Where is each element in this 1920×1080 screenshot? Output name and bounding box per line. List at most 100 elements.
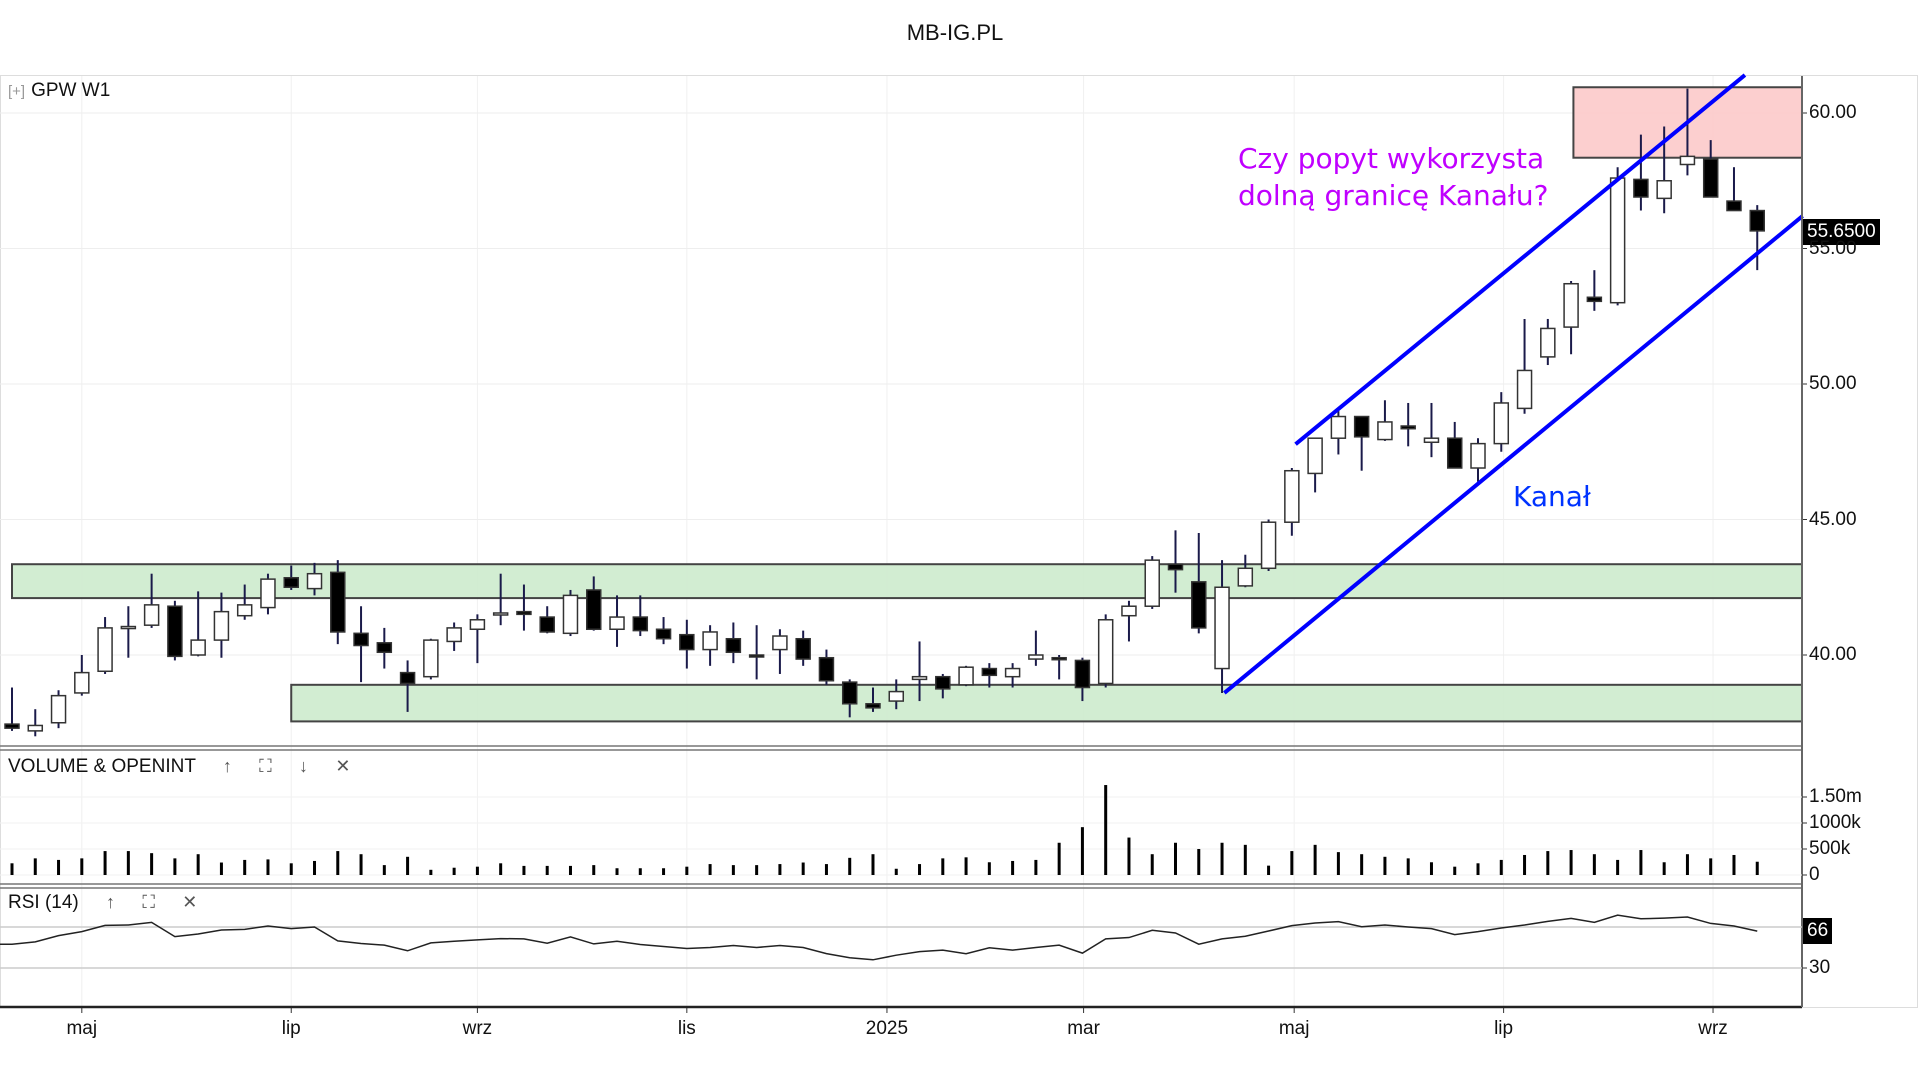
volume-bar — [10, 863, 14, 875]
candle-bullish — [50, 694, 67, 724]
price-tick-label: 40.00 — [1809, 644, 1857, 665]
candle-bullish — [1121, 605, 1137, 617]
candle-bullish — [260, 578, 276, 609]
volume-bar — [1197, 849, 1201, 875]
channel-label: Kanał — [1513, 480, 1591, 513]
expand-icon[interactable]: [+] — [8, 83, 26, 100]
candle-bullish — [772, 635, 788, 651]
maximize-icon[interactable]: ⛶ — [259, 756, 272, 776]
volume-bar — [1383, 856, 1387, 875]
volume-bar — [336, 851, 340, 875]
candle-bullish — [213, 610, 230, 641]
candle-bullish — [888, 690, 905, 702]
volume-bar — [964, 857, 968, 875]
candle-bullish — [1260, 521, 1277, 570]
close-icon[interactable]: ✕ — [335, 756, 351, 776]
price-tick-label: 55.00 — [1809, 237, 1857, 259]
candle-bullish — [1307, 437, 1323, 475]
candle-bearish — [632, 616, 649, 632]
candle-bullish — [143, 604, 160, 626]
volume-bar — [406, 856, 410, 875]
move-up-icon[interactable]: ↑ — [222, 756, 232, 776]
volume-pane-title: VOLUME & OPENINT — [8, 756, 196, 777]
volume-bar — [80, 858, 84, 875]
candle-bearish — [1633, 178, 1649, 198]
volume-bar — [429, 869, 433, 875]
volume-bar — [568, 865, 572, 875]
rsi-pane-header: RSI (14) ↑ ⛶ ✕ — [8, 892, 197, 914]
candle-bullish — [1516, 369, 1533, 410]
candle-bearish — [725, 637, 742, 654]
volume-bar — [592, 865, 596, 875]
candle-bullish — [120, 625, 137, 630]
support-zone-lower — [290, 683, 1803, 723]
volume-bar — [1080, 827, 1084, 875]
volume-bar — [499, 863, 503, 875]
candle-bearish — [516, 610, 532, 616]
volume-bar — [1616, 859, 1620, 875]
volume-bar — [1174, 842, 1177, 875]
symbol-label: GPW W1 — [31, 80, 111, 101]
volume-bar — [941, 858, 945, 875]
volume-bar — [1313, 844, 1317, 875]
candle-bullish — [1004, 667, 1021, 678]
volume-bar — [126, 851, 130, 875]
volume-bar — [894, 868, 898, 875]
symbol-header: [+] GPW W1 — [8, 80, 110, 102]
candle-bearish — [1446, 437, 1463, 469]
close-icon[interactable]: ✕ — [182, 892, 198, 912]
question-line-1: Czy popyt wykorzysta — [1238, 142, 1545, 175]
x-tick-label: lip — [1494, 1018, 1514, 1039]
candle-bearish — [1400, 425, 1416, 430]
volume-bar — [57, 859, 61, 875]
volume-bar — [359, 854, 363, 875]
candle-bearish — [818, 656, 835, 682]
candle-bearish — [1702, 158, 1719, 198]
volume-bar — [1104, 785, 1108, 875]
channel-line-lower — [1223, 214, 1804, 695]
volume-bar — [219, 862, 223, 875]
price-tick-label: 50.00 — [1809, 373, 1857, 394]
volume-bar — [1034, 859, 1038, 875]
volume-bar — [1592, 854, 1596, 875]
candle-bearish — [1051, 656, 1067, 661]
volume-tick-label: 1000k — [1809, 812, 1861, 833]
volume-bar — [731, 865, 735, 875]
volume-bar — [918, 864, 922, 875]
volume-bar — [778, 864, 782, 875]
x-tick-label: lip — [281, 1018, 301, 1039]
move-up-icon[interactable]: ↑ — [106, 892, 116, 912]
volume-bar — [1523, 854, 1527, 875]
candle-bullish — [1097, 619, 1114, 685]
volume-bar — [1755, 861, 1759, 875]
candle-bullish — [1540, 327, 1556, 358]
volume-bar — [1476, 863, 1480, 875]
price-tick-label: 60.00 — [1809, 102, 1857, 123]
candle-bearish — [679, 633, 695, 651]
move-down-icon[interactable]: ↓ — [299, 756, 309, 776]
rsi-line — [0, 914, 1758, 961]
volume-bar — [475, 866, 479, 875]
volume-bar — [1127, 837, 1131, 875]
candle-bullish — [1214, 586, 1230, 670]
candle-bullish — [562, 594, 579, 635]
rsi-last-value-label: 66 — [1803, 918, 1833, 944]
volume-bar — [545, 865, 549, 875]
volume-bar — [1290, 851, 1294, 875]
candle-bearish — [748, 654, 765, 658]
volume-bar — [150, 853, 154, 875]
volume-bar — [33, 858, 37, 875]
maximize-icon[interactable]: ⛶ — [142, 892, 155, 912]
candle-bearish — [283, 577, 299, 589]
channel-line-upper — [1294, 73, 1747, 446]
x-tick-label: lis — [677, 1018, 696, 1039]
volume-bar — [1267, 865, 1271, 875]
volume-bar — [266, 859, 270, 875]
candle-bullish — [74, 671, 90, 694]
candle-bearish — [1353, 415, 1370, 438]
candle-bullish — [1377, 421, 1393, 441]
volume-bar — [1057, 842, 1061, 875]
volume-bar — [1569, 850, 1573, 875]
volume-tick-label: 1.50m — [1809, 786, 1862, 807]
candle-bearish — [1586, 296, 1603, 303]
